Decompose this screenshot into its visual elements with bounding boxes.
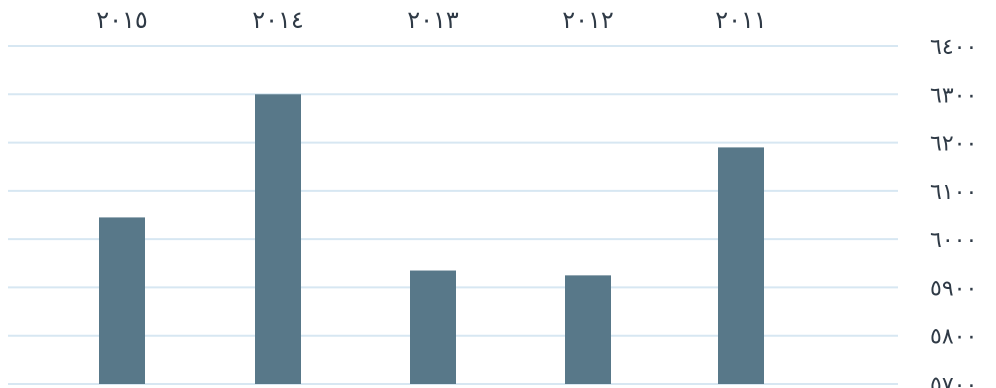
bar-٢٠١٣ <box>410 270 456 384</box>
y-tick-label: ٦١٠٠ <box>930 180 977 205</box>
x-tick-label: ٢٠١٣ <box>407 6 459 34</box>
bar-layer <box>99 94 764 385</box>
x-tick-label: ٢٠١٢ <box>562 6 614 34</box>
x-tick-label: ٢٠١٥ <box>96 6 148 34</box>
bar-٢٠١٢ <box>565 275 611 384</box>
y-tick-label: ٥٧٠٠ <box>930 373 977 388</box>
y-axis-ticks: ٥٧٠٠ ٥٨٠٠ ٥٩٠٠ ٦٠٠٠ ٦١٠٠ ٦٢٠٠ ٦٣٠٠ ٦٤٠٠ <box>930 35 977 388</box>
y-tick-label: ٦٣٠٠ <box>930 83 977 108</box>
x-axis-ticks: ٢٠١٥ ٢٠١٤ ٢٠١٣ ٢٠١٢ ٢٠١١ <box>96 6 767 34</box>
y-tick-label: ٦٤٠٠ <box>930 35 977 60</box>
x-tick-label: ٢٠١١ <box>715 6 767 34</box>
bar-٢٠١٥ <box>99 217 145 384</box>
bar-٢٠١٤ <box>255 94 301 385</box>
y-tick-label: ٥٨٠٠ <box>930 325 977 350</box>
y-tick-label: ٦٠٠٠ <box>930 228 977 253</box>
y-tick-label: ٦٢٠٠ <box>930 132 977 157</box>
x-tick-label: ٢٠١٤ <box>252 6 304 34</box>
bar-٢٠١١ <box>718 147 764 384</box>
y-tick-label: ٥٩٠٠ <box>930 276 977 301</box>
